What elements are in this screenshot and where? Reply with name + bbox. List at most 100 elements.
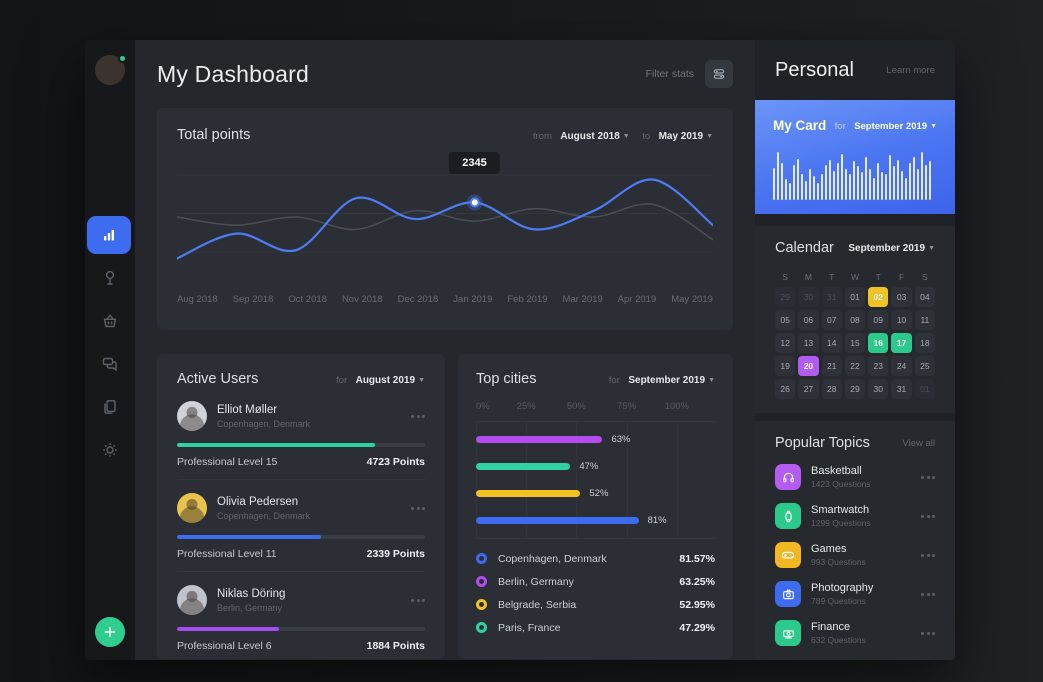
calendar-day[interactable]: 20 bbox=[798, 356, 819, 376]
topic-question-count: 1299 Questions bbox=[811, 518, 871, 528]
sidebar-item-chat[interactable] bbox=[88, 345, 132, 383]
calendar-day[interactable]: 13 bbox=[798, 333, 819, 353]
legend-city: Belgrade, Serbia bbox=[498, 598, 577, 611]
chart-gridlines: 63% 47% 52% 81% bbox=[476, 422, 678, 538]
topic-tile[interactable] bbox=[775, 464, 801, 490]
more-options-icon[interactable] bbox=[921, 629, 935, 638]
calendar-day[interactable]: 30 bbox=[868, 379, 889, 399]
more-options-icon[interactable] bbox=[411, 504, 425, 513]
x-tick-label: Jan 2019 bbox=[453, 294, 493, 305]
calendar-day[interactable]: 25 bbox=[914, 356, 935, 376]
calendar-day[interactable]: 09 bbox=[868, 310, 889, 330]
learn-more-link[interactable]: Learn more bbox=[886, 64, 935, 76]
mini-bar bbox=[841, 154, 843, 200]
topic-tile[interactable] bbox=[775, 503, 801, 529]
calendar-day[interactable]: 27 bbox=[798, 379, 819, 399]
mini-bar bbox=[821, 174, 823, 200]
calendar-day[interactable]: 05 bbox=[775, 310, 796, 330]
calendar-day[interactable]: 23 bbox=[868, 356, 889, 376]
calendar-day[interactable]: 19 bbox=[775, 356, 796, 376]
calendar-day[interactable]: 18 bbox=[914, 333, 935, 353]
topic-name: Photography bbox=[811, 582, 874, 594]
add-button[interactable] bbox=[95, 617, 125, 647]
mini-bar bbox=[893, 166, 895, 200]
topic-question-count: 789 Questions bbox=[811, 596, 866, 606]
calendar-day[interactable]: 22 bbox=[844, 356, 866, 376]
calendar-day[interactable]: 29 bbox=[775, 287, 796, 307]
calendar-day[interactable]: 02 bbox=[868, 287, 889, 307]
from-label: from bbox=[532, 131, 552, 142]
from-date-select[interactable]: August 2018 ▼ bbox=[560, 131, 630, 142]
sidebar-item-settings[interactable] bbox=[88, 431, 132, 469]
calendar-day[interactable]: 24 bbox=[891, 356, 912, 376]
calendar-day[interactable]: 15 bbox=[844, 333, 866, 353]
more-options-icon[interactable] bbox=[921, 551, 935, 560]
calendar-day[interactable]: 21 bbox=[821, 356, 842, 376]
calendar-day[interactable]: 30 bbox=[798, 287, 819, 307]
calendar-day[interactable]: 29 bbox=[844, 379, 866, 399]
weekday-label: S bbox=[782, 271, 788, 282]
more-options-icon[interactable] bbox=[411, 412, 425, 421]
page-title: My Dashboard bbox=[157, 60, 309, 87]
topic-tile[interactable] bbox=[775, 620, 801, 646]
more-options-icon[interactable] bbox=[411, 596, 425, 605]
sidebar-item-signpost[interactable] bbox=[88, 259, 132, 297]
calendar-day[interactable]: 04 bbox=[914, 287, 935, 307]
period-select[interactable]: September 2019 ▼ bbox=[854, 121, 937, 133]
active-users-card: Active Users for August 2019 ▼ Elliot Møl… bbox=[157, 354, 445, 659]
calendar-day[interactable]: 31 bbox=[891, 379, 912, 399]
city-bar bbox=[476, 517, 639, 524]
calendar-day[interactable]: 06 bbox=[798, 310, 819, 330]
user-avatar[interactable] bbox=[95, 54, 127, 85]
filter-stats-button[interactable] bbox=[705, 60, 733, 88]
more-options-icon[interactable] bbox=[921, 473, 935, 482]
chat-icon bbox=[102, 357, 117, 371]
more-options-icon[interactable] bbox=[921, 512, 935, 521]
active-users-title: Active Users bbox=[177, 371, 259, 387]
calendar-day[interactable]: 31 bbox=[821, 287, 842, 307]
line-chart[interactable] bbox=[177, 152, 713, 280]
axis-tick-label: 75% bbox=[617, 401, 637, 412]
x-tick-label: Apr 2019 bbox=[617, 294, 657, 305]
sidebar-item-documents[interactable] bbox=[88, 388, 132, 426]
city-bar bbox=[476, 463, 571, 470]
calendar-day[interactable]: 14 bbox=[821, 333, 842, 353]
month-select[interactable]: September 2019 ▼ bbox=[848, 242, 935, 254]
signpost-icon bbox=[105, 270, 115, 285]
topic-tile[interactable] bbox=[775, 581, 801, 607]
calendar-day[interactable]: 26 bbox=[775, 379, 796, 399]
headphones-icon bbox=[782, 472, 794, 482]
calendar-day[interactable]: 17 bbox=[891, 333, 912, 353]
view-all-link[interactable]: View all bbox=[902, 437, 935, 449]
main-content: My Dashboard Filter stats Total points bbox=[135, 40, 755, 660]
sidebar-item-bar-chart[interactable] bbox=[87, 215, 131, 254]
period-select[interactable]: August 2019 ▼ bbox=[355, 375, 425, 386]
calendar-day[interactable]: 10 bbox=[891, 310, 912, 330]
calendar-day[interactable]: 03 bbox=[891, 287, 912, 307]
calendar-day[interactable]: 12 bbox=[775, 333, 796, 353]
topic-list-item: Photography 789 Questions bbox=[775, 581, 935, 607]
calendar-day[interactable]: 11 bbox=[914, 310, 935, 330]
weekday-label: T bbox=[829, 271, 835, 282]
topic-name: Smartwatch bbox=[811, 504, 870, 516]
sidebar-item-basket[interactable] bbox=[88, 302, 132, 340]
my-card[interactable]: My Card for September 2019 ▼ bbox=[755, 100, 955, 214]
calendar-day[interactable]: 16 bbox=[868, 333, 889, 353]
popular-topics-title: Popular Topics bbox=[775, 435, 870, 451]
topic-question-count: 993 Questions bbox=[811, 557, 866, 567]
mini-bar bbox=[829, 159, 831, 200]
more-options-icon[interactable] bbox=[921, 590, 935, 599]
period-select[interactable]: September 2019 ▼ bbox=[628, 375, 715, 386]
bar-value-label: 52% bbox=[589, 488, 609, 499]
x-tick-label: Feb 2019 bbox=[507, 294, 548, 305]
level-progress-bar bbox=[177, 535, 425, 539]
topic-tile[interactable] bbox=[775, 542, 801, 568]
calendar-day[interactable]: 01 bbox=[914, 379, 935, 399]
calendar-day[interactable]: 28 bbox=[821, 379, 842, 399]
to-date-select[interactable]: May 2019 ▼ bbox=[658, 131, 713, 142]
chevron-down-icon: ▼ bbox=[930, 123, 937, 131]
calendar-day[interactable]: 01 bbox=[844, 287, 866, 307]
online-status-dot bbox=[118, 54, 127, 63]
calendar-day[interactable]: 08 bbox=[844, 310, 866, 330]
calendar-day[interactable]: 07 bbox=[821, 310, 842, 330]
